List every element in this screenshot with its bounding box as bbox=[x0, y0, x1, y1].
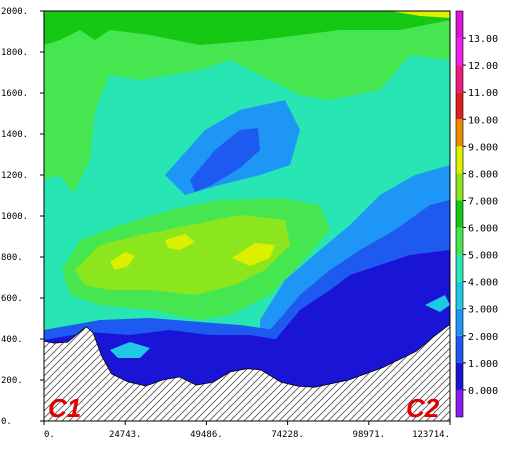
plot-area bbox=[44, 11, 450, 421]
colorbar-band bbox=[456, 38, 463, 66]
y-tick-label: 400. bbox=[1, 335, 23, 345]
colorbar-label: 0.000 bbox=[468, 386, 498, 397]
contour-band-topright-yellow bbox=[390, 11, 450, 18]
colorbar-label: 11.00 bbox=[468, 88, 498, 99]
colorbar-band bbox=[456, 335, 463, 363]
colorbar-band bbox=[456, 173, 463, 201]
terrain-hatched bbox=[44, 324, 450, 421]
y-tick-label: 2000. bbox=[1, 7, 28, 17]
corner-label-right: C2 bbox=[406, 393, 440, 423]
x-tick-label: 74228. bbox=[271, 430, 304, 440]
y-tick-label: 1800. bbox=[1, 48, 28, 58]
colorbar-band bbox=[456, 308, 463, 336]
contour-band-lightgreen bbox=[75, 215, 290, 295]
colorbar-label: 8.000 bbox=[468, 169, 498, 180]
colorbar-label: 1.000 bbox=[468, 359, 498, 370]
colorbar-band bbox=[456, 200, 463, 228]
colorbar-label: 7.000 bbox=[468, 196, 498, 207]
y-tick-label: 0. bbox=[1, 417, 12, 427]
colorbar-label: 5.000 bbox=[468, 251, 498, 262]
contour-band-top-green bbox=[44, 11, 450, 45]
x-tick-label: 123714. bbox=[412, 430, 450, 440]
x-tick-label: 24743. bbox=[109, 430, 142, 440]
colorbar-label: 3.000 bbox=[468, 305, 498, 316]
colorbar-band bbox=[456, 146, 463, 174]
colorbar: 0.000 1.000 2.000 3.000 4.000 5.000 6.000 7.000… bbox=[455, 10, 498, 418]
colorbar-band bbox=[456, 11, 463, 39]
colorbar-band bbox=[456, 227, 463, 255]
y-tick-label: 800. bbox=[1, 253, 23, 263]
colorbar-band bbox=[456, 119, 463, 147]
colorbar-band bbox=[456, 362, 463, 390]
colorbar-band bbox=[456, 254, 463, 282]
colorbar-band bbox=[456, 389, 463, 417]
x-tick-label: 98971. bbox=[353, 430, 386, 440]
contour-band-yellow-3 bbox=[232, 243, 275, 266]
y-tick-label: 1400. bbox=[1, 130, 28, 140]
colorbar-label: 6.000 bbox=[468, 224, 498, 235]
colorbar-frame bbox=[455, 10, 464, 418]
contour-band-yellow-1 bbox=[110, 252, 135, 270]
y-tick-label: 1600. bbox=[1, 89, 28, 99]
y-tick-label: 600. bbox=[1, 294, 23, 304]
x-tick-label: 49486. bbox=[190, 430, 223, 440]
colorbar-band bbox=[456, 92, 463, 120]
colorbar-label: 9.000 bbox=[468, 142, 498, 153]
contour-band-lower-cyan-patch bbox=[110, 342, 150, 358]
contour-band-yellow-2 bbox=[165, 234, 195, 250]
contour-band-right-cyan-patch bbox=[425, 295, 450, 312]
contour-band-deepblue-tongue bbox=[190, 128, 260, 192]
colorbar-label: 2.000 bbox=[468, 332, 498, 343]
contour-band-upper-green bbox=[44, 11, 450, 240]
x-axis: 0. 24743. 49486. 74228. 98971. 123714. bbox=[43, 421, 451, 440]
corner-label-left: C1 bbox=[48, 393, 81, 423]
colorbar-label: 4.000 bbox=[468, 278, 498, 289]
colorbar-label: 13.00 bbox=[468, 34, 498, 45]
colorbar-band bbox=[456, 281, 463, 309]
y-tick-label: 200. bbox=[1, 376, 23, 386]
colorbar-label: 10.00 bbox=[468, 115, 498, 126]
x-tick-label: 0. bbox=[44, 430, 55, 440]
y-tick-label: 1000. bbox=[1, 212, 28, 222]
y-axis: 0. 200. 400. 600. 800. 1000. 1200. 1400. 1600. 18… bbox=[1, 7, 44, 427]
y-tick-label: 1200. bbox=[1, 171, 28, 181]
contour-band-left-teal bbox=[44, 175, 80, 310]
colorbar-label: 12.00 bbox=[468, 61, 498, 72]
colorbar-band bbox=[456, 65, 463, 93]
